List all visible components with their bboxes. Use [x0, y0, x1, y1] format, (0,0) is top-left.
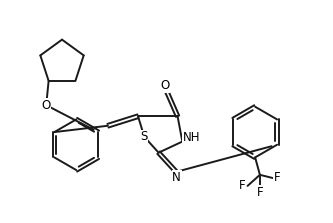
Text: NH: NH	[182, 131, 200, 144]
Text: F: F	[239, 179, 246, 192]
Text: F: F	[257, 186, 263, 199]
Text: O: O	[42, 99, 51, 112]
Text: O: O	[160, 79, 169, 92]
Text: F: F	[274, 171, 281, 184]
Text: N: N	[172, 171, 181, 184]
Text: S: S	[140, 130, 148, 143]
